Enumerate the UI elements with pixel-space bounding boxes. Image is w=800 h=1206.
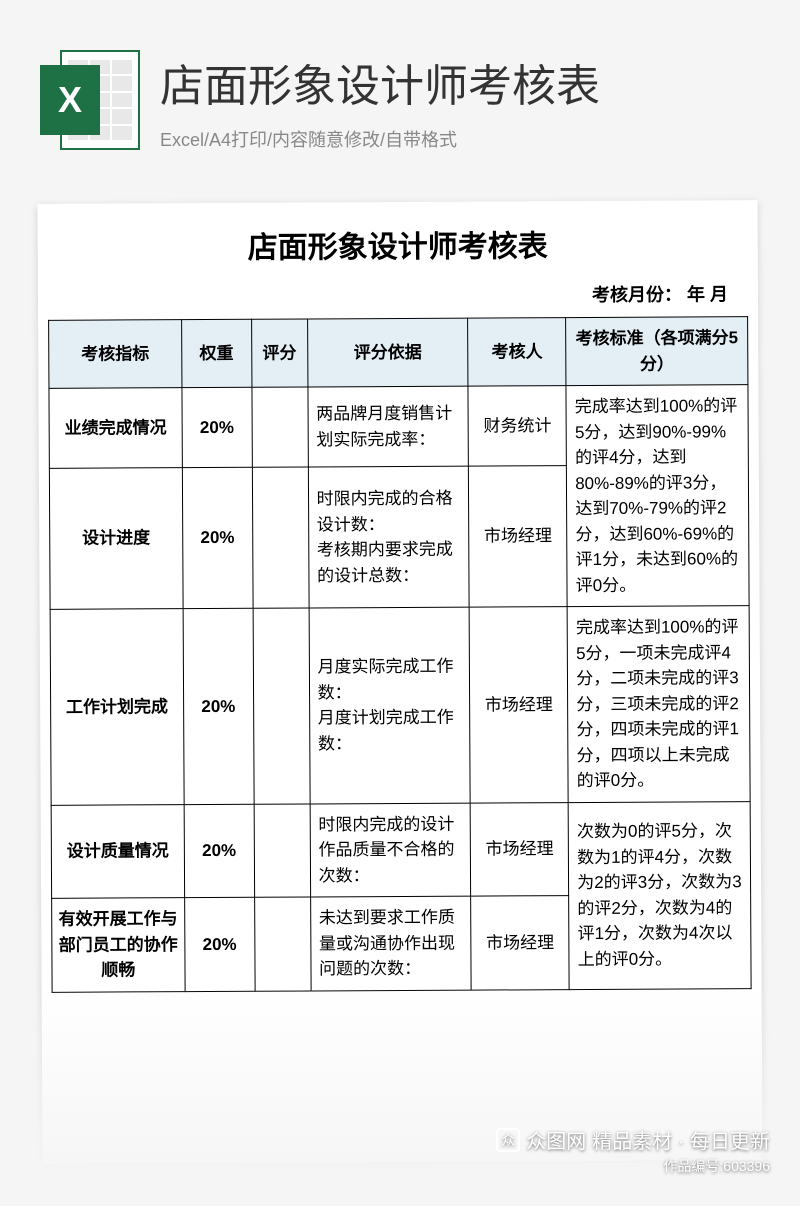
cell-indicator: 设计质量情况 <box>51 804 184 898</box>
cell-assessor: 市场经理 <box>469 466 568 607</box>
watermark: 众 众图网 精品素材 · 每日更新 作品编号:603396 <box>496 1125 770 1176</box>
cell-basis: 未达到要求工作质量或沟通协作出现问题的次数： <box>310 896 471 990</box>
col-assessor: 考核人 <box>468 318 566 387</box>
cell-standard: 次数为0的评5分，次数为1的评4分，次数为2的评3分，次数为3的评2分，次数为4… <box>568 801 751 989</box>
cell-weight: 20% <box>182 468 253 609</box>
watermark-id: 作品编号:603396 <box>496 1156 770 1176</box>
cell-score <box>252 387 308 468</box>
cell-score <box>254 897 310 991</box>
cell-basis: 时限内完成的设计作品质量不合格的次数： <box>310 803 471 897</box>
watermark-logo-icon: 众 <box>496 1128 520 1152</box>
cell-score <box>252 467 309 608</box>
document-preview: 店面形象设计师考核表 考核月份： 年 月 考核指标 权重 评分 评分依据 考核人… <box>37 200 762 1164</box>
cell-indicator: 工作计划完成 <box>50 609 184 805</box>
col-weight: 权重 <box>181 319 251 387</box>
month-label: 考核月份： 年 月 <box>48 274 748 320</box>
table-row: 工作计划完成20% 月度实际完成工作数： 月度计划完成工作数：市场经理完成率达到1… <box>50 606 750 805</box>
assessment-table: 考核指标 权重 评分 评分依据 考核人 考核标准（各项满分5分） 业绩完成情况2… <box>48 316 752 992</box>
cell-weight: 20% <box>184 897 254 991</box>
cell-standard: 完成率达到100%的评5分，达到90%-99%的评4分，达到80%-89%的评3… <box>566 385 749 607</box>
watermark-brand: 众图网 <box>526 1125 586 1154</box>
page-subtitle: Excel/A4打印/内容随意修改/自带格式 <box>160 126 770 152</box>
col-indicator: 考核指标 <box>49 320 182 389</box>
table-row: 业绩完成情况20%两品牌月度销售计划实际完成率：财务统计完成率达到100%的评5… <box>49 385 748 469</box>
table-row: 设计质量情况20%时限内完成的设计作品质量不合格的次数：市场经理次数为0的评5分… <box>51 801 750 898</box>
page-title: 店面形象设计师考核表 <box>160 50 770 114</box>
doc-title: 店面形象设计师考核表 <box>48 220 748 268</box>
cell-assessor: 市场经理 <box>469 607 568 803</box>
page-header: X 店面形象设计师考核表 Excel/A4打印/内容随意修改/自带格式 <box>0 0 800 172</box>
cell-standard: 完成率达到100%的评5分，一项未完成评4分，二项未完成的评3分，三项未完成的评… <box>567 606 750 802</box>
cell-score <box>254 803 310 897</box>
cell-indicator: 业绩完成情况 <box>49 388 182 469</box>
col-standard: 考核标准（各项满分5分） <box>566 317 748 386</box>
cell-score <box>253 608 310 804</box>
col-basis: 评分依据 <box>307 318 468 387</box>
cell-weight: 20% <box>182 387 252 468</box>
excel-icon: X <box>40 50 140 150</box>
watermark-tagline: 精品素材 · 每日更新 <box>592 1125 770 1154</box>
table-header-row: 考核指标 权重 评分 评分依据 考核人 考核标准（各项满分5分） <box>49 317 748 389</box>
cell-assessor: 市场经理 <box>470 802 568 896</box>
col-score: 评分 <box>251 319 307 387</box>
cell-indicator: 有效开展工作与部门员工的协作顺畅 <box>52 898 185 992</box>
cell-assessor: 财务统计 <box>468 386 566 467</box>
cell-basis: 月度实际完成工作数： 月度计划完成工作数： <box>309 607 471 803</box>
cell-weight: 20% <box>183 608 254 804</box>
excel-letter: X <box>40 65 100 135</box>
cell-basis: 时限内完成的合格设计数： 考核期内要求完成的设计总数： <box>308 466 469 607</box>
cell-basis: 两品牌月度销售计划实际完成率： <box>308 386 469 467</box>
cell-indicator: 设计进度 <box>49 468 183 609</box>
cell-assessor: 市场经理 <box>471 896 569 990</box>
cell-weight: 20% <box>184 804 254 898</box>
